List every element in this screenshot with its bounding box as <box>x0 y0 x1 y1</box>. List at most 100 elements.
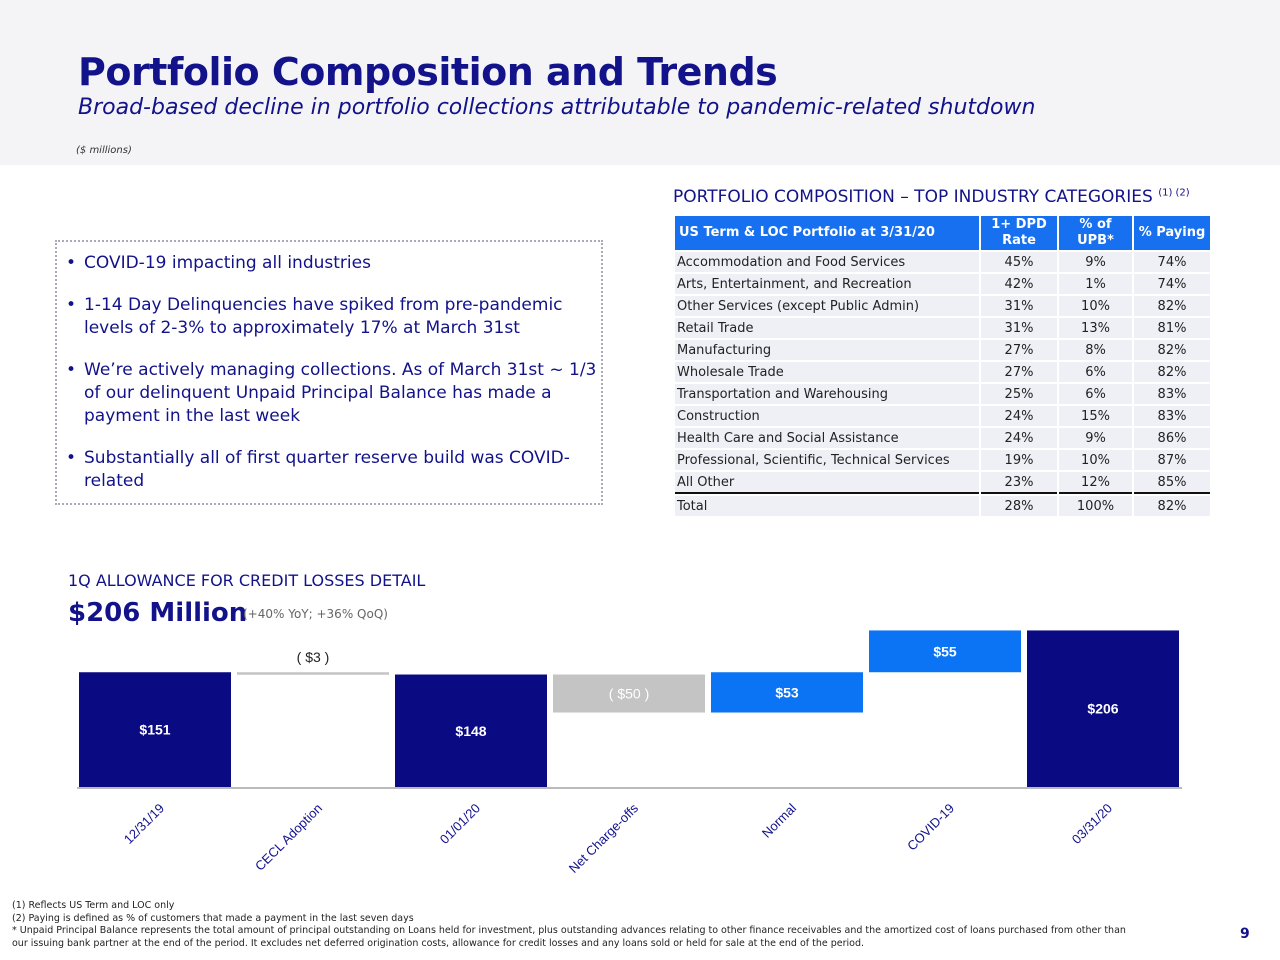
allowance-headline: $206 Million <box>68 598 248 628</box>
value-cell: 42% <box>981 274 1057 294</box>
industry-cell: Health Care and Social Assistance <box>675 428 979 448</box>
data-label: $55 <box>933 643 957 659</box>
value-cell: 12% <box>1059 472 1132 494</box>
waterfall-bar <box>869 630 1021 673</box>
data-label: $53 <box>775 684 799 700</box>
value-cell: 31% <box>981 296 1057 316</box>
value-cell: 24% <box>981 428 1057 448</box>
table-row: Total 28% 100% 82% <box>675 496 1210 516</box>
table-row: Manufacturing 27% 8% 82% <box>675 340 1210 360</box>
industry-cell: Other Services (except Public Admin) <box>675 296 979 316</box>
portfolio-title-text: PORTFOLIO COMPOSITION – TOP INDUSTRY CAT… <box>673 187 1153 207</box>
category-label: 01/01/20 <box>437 801 483 847</box>
category-label: 03/31/20 <box>1069 801 1115 847</box>
value-cell: 87% <box>1134 450 1210 470</box>
value-cell: 74% <box>1134 274 1210 294</box>
value-cell: 23% <box>981 472 1057 494</box>
industry-cell: All Other <box>675 472 979 494</box>
value-cell: 15% <box>1059 406 1132 426</box>
industry-cell: Manufacturing <box>675 340 979 360</box>
footnotes: (1) Reflects US Term and LOC only (2) Pa… <box>12 900 1132 950</box>
value-cell: 13% <box>1059 318 1132 338</box>
value-cell: 19% <box>981 450 1057 470</box>
industry-cell: Transportation and Warehousing <box>675 384 979 404</box>
industry-cell: Total <box>675 496 979 516</box>
bullet-list: COVID-19 impacting all industries 1-14 D… <box>66 252 606 512</box>
industry-cell: Wholesale Trade <box>675 362 979 382</box>
value-cell: 27% <box>981 362 1057 382</box>
page-subtitle: Broad-based decline in portfolio collect… <box>78 95 1036 120</box>
data-label: ( $3 ) <box>297 649 330 665</box>
value-cell: 10% <box>1059 296 1132 316</box>
value-cell: 31% <box>981 318 1057 338</box>
waterfall-bar <box>395 674 547 787</box>
portfolio-table: US Term & LOC Portfolio at 3/31/20 1+ DPD… <box>673 214 1212 518</box>
value-cell: 82% <box>1134 496 1210 516</box>
table-row: Other Services (except Public Admin) 31% 1… <box>675 296 1210 316</box>
page-number: 9 <box>1240 926 1250 942</box>
table-row: Retail Trade 31% 13% 81% <box>675 318 1210 338</box>
value-cell: 86% <box>1134 428 1210 448</box>
waterfall-bar <box>1027 630 1179 787</box>
value-cell: 85% <box>1134 472 1210 494</box>
value-cell: 100% <box>1059 496 1132 516</box>
table-row: Accommodation and Food Services 45% 9% 74% <box>675 252 1210 272</box>
industry-cell: Arts, Entertainment, and Recreation <box>675 274 979 294</box>
bullet-item: We’re actively managing collections. As … <box>66 359 606 428</box>
value-cell: 9% <box>1059 428 1132 448</box>
value-cell: 6% <box>1059 362 1132 382</box>
table-row: Health Care and Social Assistance 24% 9% 86… <box>675 428 1210 448</box>
waterfall-bar <box>79 672 231 787</box>
value-cell: 6% <box>1059 384 1132 404</box>
category-label: COVID-19 <box>904 801 957 854</box>
data-label: $151 <box>139 722 170 738</box>
data-label: ( $50 ) <box>609 686 649 702</box>
table-row: All Other 23% 12% 85% <box>675 472 1210 494</box>
category-label: Normal <box>759 800 799 840</box>
value-cell: 8% <box>1059 340 1132 360</box>
table-row: Transportation and Warehousing 25% 6% 83% <box>675 384 1210 404</box>
value-cell: 82% <box>1134 340 1210 360</box>
column-header: % of UPB* <box>1059 216 1132 250</box>
data-label: $206 <box>1087 701 1118 717</box>
category-label: Net Charge-offs <box>566 800 642 876</box>
allowance-note: (+40% YoY; +36% QoQ) <box>243 607 388 621</box>
table-row: Arts, Entertainment, and Recreation 42% 1%… <box>675 274 1210 294</box>
industry-cell: Construction <box>675 406 979 426</box>
column-header: % Paying <box>1134 216 1210 250</box>
value-cell: 28% <box>981 496 1057 516</box>
footnote: (2) Paying is defined as % of customers … <box>12 912 414 924</box>
units-note: ($ millions) <box>76 145 132 156</box>
bullet-item: 1-14 Day Delinquencies have spiked from … <box>66 294 606 340</box>
value-cell: 1% <box>1059 274 1132 294</box>
footnote: * Unpaid Principal Balance represents th… <box>12 925 1126 949</box>
waterfall-bar <box>237 672 389 675</box>
value-cell: 82% <box>1134 362 1210 382</box>
waterfall-bar <box>553 674 705 713</box>
table-row: Wholesale Trade 27% 6% 82% <box>675 362 1210 382</box>
bullet-item: COVID-19 impacting all industries <box>66 252 606 275</box>
value-cell: 45% <box>981 252 1057 272</box>
table-row: Construction 24% 15% 83% <box>675 406 1210 426</box>
value-cell: 83% <box>1134 384 1210 404</box>
value-cell: 83% <box>1134 406 1210 426</box>
value-cell: 9% <box>1059 252 1132 272</box>
portfolio-title: PORTFOLIO COMPOSITION – TOP INDUSTRY CAT… <box>673 187 1190 207</box>
allowance-waterfall-chart: $151 12/31/19 ( $3 ) CECL Adoption $148 01/01… <box>77 630 1182 876</box>
industry-cell: Professional, Scientific, Technical Serv… <box>675 450 979 470</box>
page-title: Portfolio Composition and Trends <box>78 50 778 94</box>
value-cell: 25% <box>981 384 1057 404</box>
value-cell: 81% <box>1134 318 1210 338</box>
waterfall-bar <box>711 672 863 713</box>
table-row: Professional, Scientific, Technical Serv… <box>675 450 1210 470</box>
footnote-refs: (1) (2) <box>1158 187 1190 199</box>
footnote: (1) Reflects US Term and LOC only <box>12 900 175 911</box>
value-cell: 10% <box>1059 450 1132 470</box>
data-label: $148 <box>455 723 486 739</box>
industry-cell: Accommodation and Food Services <box>675 252 979 272</box>
category-label: 12/31/19 <box>121 801 167 847</box>
bullet-item: Substantially all of first quarter reser… <box>66 447 606 493</box>
value-cell: 24% <box>981 406 1057 426</box>
category-label: CECL Adoption <box>252 801 325 874</box>
value-cell: 27% <box>981 340 1057 360</box>
